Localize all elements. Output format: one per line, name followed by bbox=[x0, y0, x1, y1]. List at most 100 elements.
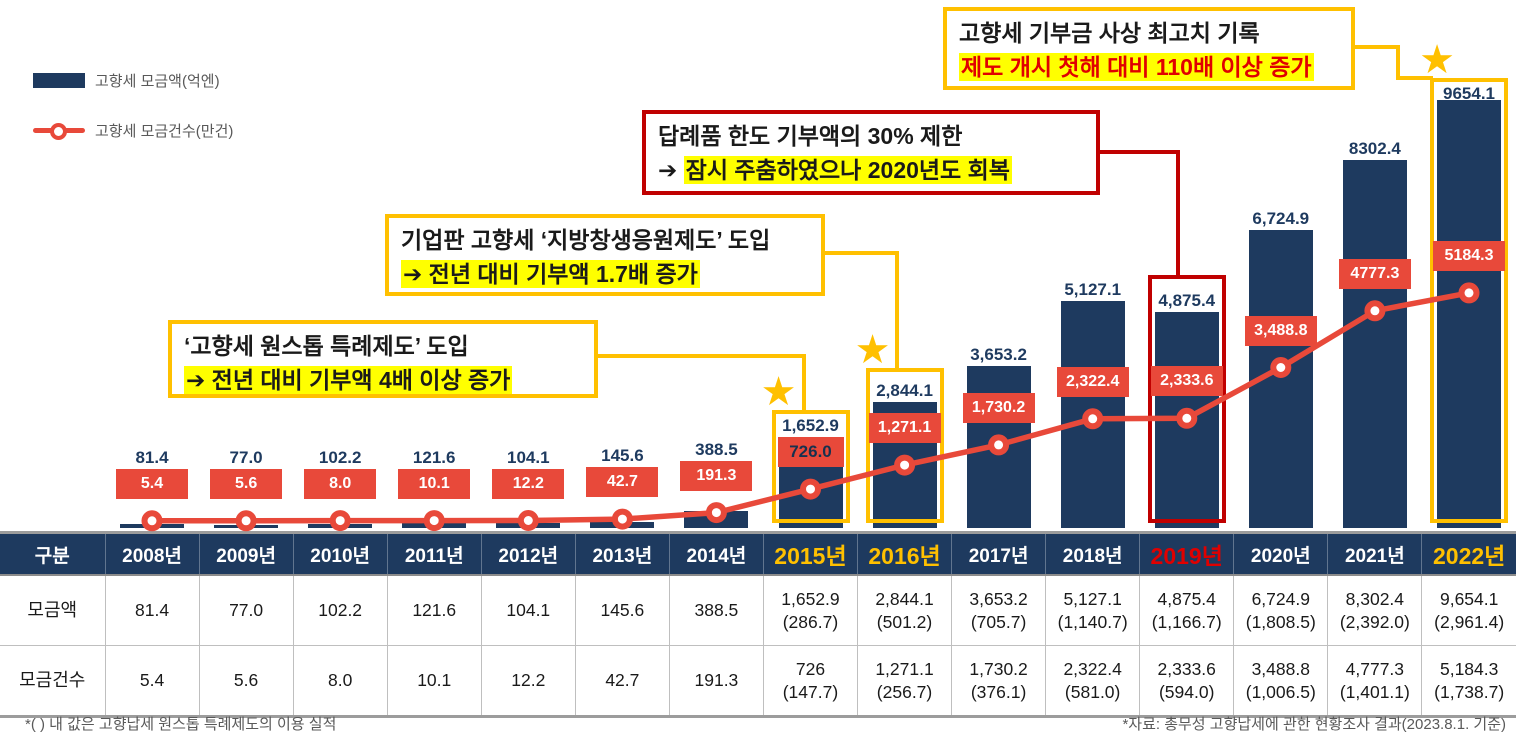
year-header-2018년: 2018년 bbox=[1045, 532, 1140, 576]
cell-2009년-count: 5.6 bbox=[198, 645, 294, 717]
year-header-2015년: 2015년 bbox=[762, 532, 858, 576]
year-header-2008년: 2008년 bbox=[104, 532, 200, 576]
cell-2021년-amount: 8,302.4 (2,392.0) bbox=[1327, 575, 1422, 646]
count-label-2018년: 2,322.4 bbox=[1056, 366, 1129, 397]
legend-item-amount: 고향세 모금액(억엔) bbox=[33, 70, 220, 91]
amount-label-2018년: 5,127.1 bbox=[1064, 279, 1122, 299]
bar-2009년 bbox=[214, 524, 279, 528]
count-label-2011년: 10.1 bbox=[398, 468, 471, 499]
connector-record bbox=[1396, 76, 1433, 80]
connector-refund-limit bbox=[1176, 150, 1180, 277]
cell-2017년-amount: 3,653.2 (705.7) bbox=[951, 575, 1046, 646]
count-label-2012년: 12.2 bbox=[492, 468, 565, 499]
connector-refund-limit bbox=[1096, 150, 1180, 154]
count-label-2022년: 5184.3 bbox=[1433, 240, 1505, 271]
annotation-onestop-line1: ‘고향세 원스톱 특례제도’ 도입 bbox=[184, 333, 469, 359]
annotation-onestop: ‘고향세 원스톱 특례제도’ 도입 ➔ 전년 대비 기부액 4배 이상 증가 bbox=[168, 320, 598, 398]
cell-2021년-count: 4,777.3 (1,401.1) bbox=[1327, 645, 1422, 717]
cell-2009년-amount: 77.0 bbox=[198, 575, 294, 646]
count-label-2010년: 8.0 bbox=[304, 468, 377, 499]
count-label-2020년: 3,488.8 bbox=[1244, 315, 1317, 346]
cell-2010년-amount: 102.2 bbox=[292, 575, 388, 646]
row-header: 모금건수 bbox=[0, 645, 105, 717]
table-row: 모금액 81.4 77.0 102.2 121.6 104.1 145.6 388.5 1,65… bbox=[0, 575, 1516, 646]
annotation-record: 고향세 기부금 사상 최고치 기록 제도 개시 첫해 대비 110배 이상 증가 bbox=[943, 7, 1355, 90]
count-label-2017년: 1,730.2 bbox=[962, 392, 1035, 423]
amount-label-2014년: 388.5 bbox=[695, 439, 738, 459]
amount-label-2013년: 145.6 bbox=[601, 446, 644, 466]
amount-label-2017년: 3,653.2 bbox=[970, 345, 1027, 364]
year-header-2014년: 2014년 bbox=[668, 532, 764, 576]
bar-2011년 bbox=[402, 522, 467, 528]
cell-2018년-count: 2,322.4 (581.0) bbox=[1045, 645, 1140, 717]
connector-record bbox=[1396, 45, 1400, 80]
cell-2015년-amount: 1,652.9 (286.7) bbox=[762, 575, 858, 646]
cell-2022년-count: 5,184.3 (1,738.7) bbox=[1421, 645, 1516, 717]
arrow-icon: ➔ bbox=[658, 157, 678, 183]
highlight-box-2022년 bbox=[1430, 78, 1508, 523]
year-header-2011년: 2011년 bbox=[386, 532, 482, 576]
annotation-record-line1: 고향세 기부금 사상 최고치 기록 bbox=[959, 20, 1260, 46]
star-icon: ★ bbox=[854, 328, 891, 372]
bar-2021년 bbox=[1342, 159, 1407, 528]
row-header: 모금액 bbox=[27, 599, 78, 620]
year-header-2021년: 2021년 bbox=[1327, 532, 1422, 576]
count-label-2015년: 726.0 bbox=[777, 437, 844, 468]
cell-2008년-amount: 81.4 bbox=[104, 575, 200, 646]
line-swatch-marker-icon bbox=[50, 123, 67, 140]
amount-label-2021년: 8302.4 bbox=[1348, 138, 1401, 158]
count-label-2021년: 4777.3 bbox=[1338, 258, 1411, 289]
connector-onestop bbox=[802, 354, 806, 412]
year-header-2017년: 2017년 bbox=[951, 532, 1046, 576]
count-label-2016년: 1,271.1 bbox=[868, 413, 941, 444]
year-header-2012년: 2012년 bbox=[480, 532, 576, 576]
cell-2017년-count: 1,730.2 (376.1) bbox=[951, 645, 1046, 717]
amount-label-2010년: 102.2 bbox=[318, 447, 362, 467]
cell-2022년-amount: 9,654.1 (2,961.4) bbox=[1421, 575, 1516, 646]
cell-2020년-amount: 6,724.9 (1,808.5) bbox=[1233, 575, 1328, 646]
annotation-onestop-line2: 전년 대비 기부액 4배 이상 증가 bbox=[211, 367, 511, 393]
year-header-2020년: 2020년 bbox=[1233, 532, 1328, 576]
bar-2020년 bbox=[1248, 229, 1313, 528]
connector-corporate bbox=[821, 251, 899, 255]
arrow-icon: ➔ bbox=[186, 367, 206, 393]
line-series-swatch bbox=[33, 123, 85, 140]
legend-label-count: 고향세 모금건수(만건) bbox=[95, 123, 234, 140]
bar-series-swatch bbox=[33, 73, 85, 88]
cell-2019년-count: 2,333.6 (594.0) bbox=[1139, 645, 1234, 717]
year-header-2019년: 2019년 bbox=[1139, 532, 1234, 576]
cell-2012년-amount: 104.1 bbox=[480, 575, 576, 646]
annotation-corporate: 기업판 고향세 ‘지방창생응원제도’ 도입 ➔ 전년 대비 기부액 1.7배 증… bbox=[385, 214, 825, 296]
highlight-box-2019년 bbox=[1147, 275, 1226, 523]
cell-2014년-amount: 388.5 bbox=[668, 575, 764, 646]
cell-2016년-count: 1,271.1 (256.7) bbox=[856, 645, 952, 717]
amount-label-2022년: 9654.1 bbox=[1443, 84, 1495, 103]
year-header-2010년: 2010년 bbox=[292, 532, 388, 576]
amount-label-2011년: 121.6 bbox=[412, 447, 456, 467]
star-icon: ★ bbox=[760, 370, 797, 414]
count-label-2014년: 191.3 bbox=[680, 460, 753, 491]
connector-onestop bbox=[594, 354, 806, 358]
table-row: 모금건수 5.4 5.6 8.0 10.1 12.2 42.7 191.3 726 (147.7)… bbox=[0, 645, 1516, 717]
annotation-refund-limit-line2: 잠시 주춤하였으나 2020년도 회복 bbox=[683, 156, 1012, 184]
amount-label-2009년: 77.0 bbox=[229, 447, 263, 467]
annotation-corporate-line2: 전년 대비 기부액 1.7배 증가 bbox=[428, 261, 698, 287]
year-header-2022년: 2022년 bbox=[1421, 532, 1516, 576]
cell-2016년-amount: 2,844.1 (501.2) bbox=[856, 575, 952, 646]
amount-label-2012년: 104.1 bbox=[507, 447, 550, 467]
legend-item-count: 고향세 모금건수(만건) bbox=[33, 120, 233, 141]
arrow-icon: ➔ bbox=[403, 261, 423, 287]
count-label-2009년: 5.6 bbox=[210, 468, 283, 499]
data-table: 구분 2008년 2009년 2010년 2011년 2012년 2013년 2014년 201… bbox=[0, 531, 1516, 718]
connector-corporate bbox=[895, 251, 899, 370]
cell-2008년-count: 5.4 bbox=[104, 645, 200, 717]
annotation-corporate-line1: 기업판 고향세 ‘지방창생응원제도’ 도입 bbox=[401, 227, 771, 253]
legend-label-amount: 고향세 모금액(억엔) bbox=[95, 73, 220, 90]
cell-2013년-count: 42.7 bbox=[574, 645, 670, 717]
summary-table: 구분 2008년 2009년 2010년 2011년 2012년 2013년 2014년 201… bbox=[0, 531, 1516, 718]
bar-2010년 bbox=[308, 523, 373, 528]
bar-2018년 bbox=[1060, 300, 1125, 528]
cell-2013년-amount: 145.6 bbox=[574, 575, 670, 646]
cell-2015년-count: 726 (147.7) bbox=[762, 645, 858, 717]
